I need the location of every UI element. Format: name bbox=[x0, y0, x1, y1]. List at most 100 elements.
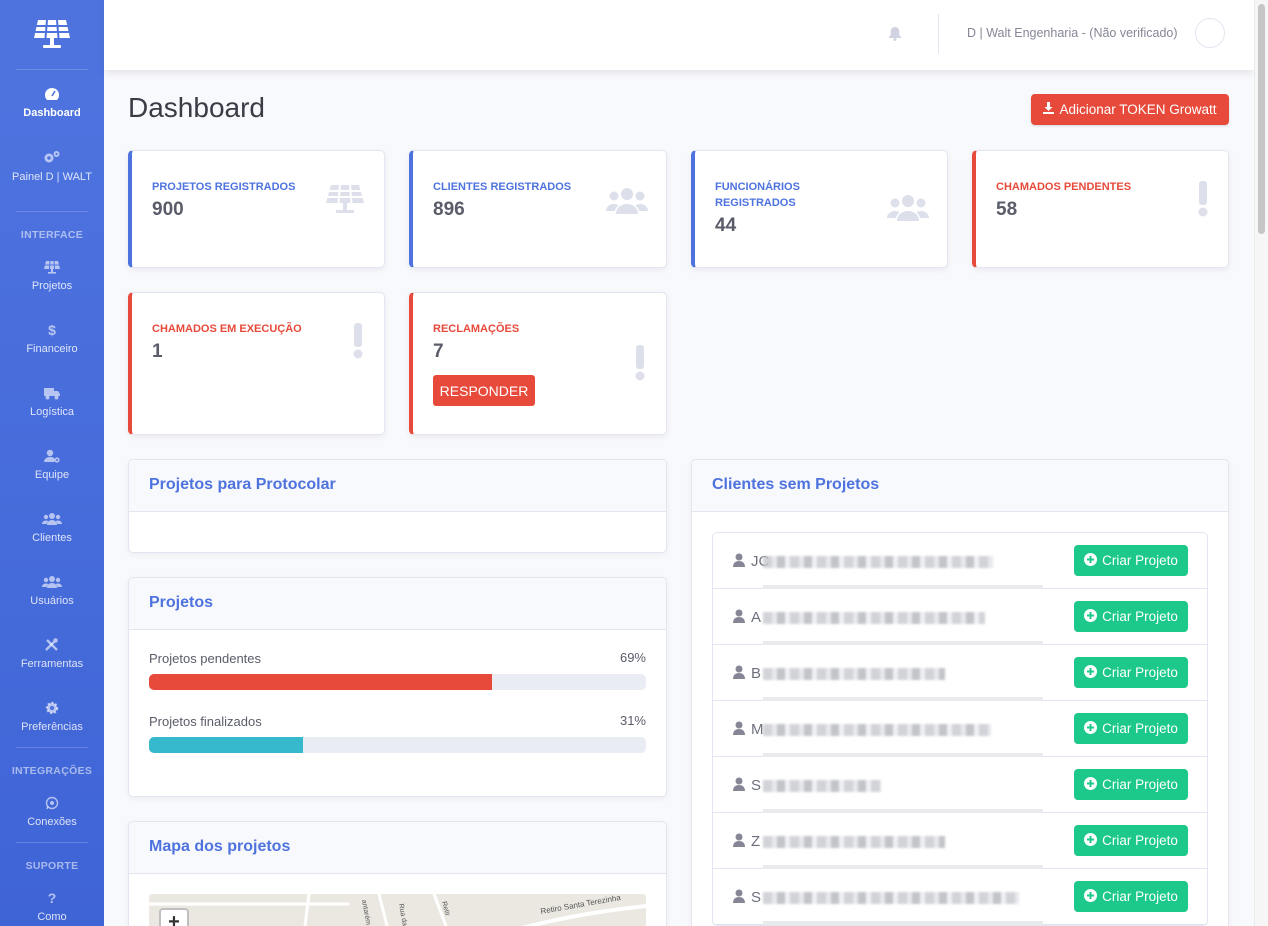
page-title: Dashboard bbox=[128, 92, 265, 123]
cogs-icon bbox=[43, 149, 61, 165]
stat-value: 58 bbox=[996, 199, 1018, 220]
criar-projeto-button[interactable]: Criar Projeto bbox=[1074, 713, 1188, 744]
stat-label: CLIENTES REGISTRADOS bbox=[433, 181, 572, 193]
user-icon bbox=[733, 609, 745, 628]
users-icon bbox=[42, 511, 62, 527]
progress-bar bbox=[149, 674, 646, 690]
redacted-detail bbox=[763, 921, 1043, 925]
stat-card-chamados-pendentes: CHAMADOS PENDENTES 58 bbox=[972, 150, 1229, 268]
sidebar-item-label: Logística bbox=[29, 406, 75, 418]
list-item: S Criar Projeto bbox=[713, 757, 1207, 813]
whatsapp-icon bbox=[45, 795, 59, 811]
tools-icon bbox=[44, 637, 60, 653]
add-token-growatt-button[interactable]: Adicionar TOKEN Growatt bbox=[1031, 94, 1229, 125]
sidebar-item-painel[interactable]: Painel D | WALT bbox=[10, 149, 94, 185]
list-item: Z Criar Projeto bbox=[713, 813, 1207, 869]
criar-projeto-button[interactable]: Criar Projeto bbox=[1074, 601, 1188, 632]
panel-projetos: Projetos Projetos pendentes 69% Projetos… bbox=[128, 577, 667, 797]
sidebar-item-logistica[interactable]: Logística bbox=[0, 385, 104, 418]
criar-projeto-label: Criar Projeto bbox=[1102, 553, 1178, 568]
sidebar-item-financeiro[interactable]: $ Financeiro bbox=[0, 322, 104, 355]
sidebar-item-label: Ferramentas bbox=[20, 658, 84, 670]
sidebar-item-ferramentas[interactable]: Ferramentas bbox=[0, 637, 104, 670]
sidebar-item-clientes[interactable]: Clientes bbox=[0, 511, 104, 544]
sidebar-item-usuarios[interactable]: Usuários bbox=[0, 574, 104, 607]
panel-clientes-sem-projetos: Clientes sem Projetos JC Criar Projeto A… bbox=[691, 459, 1229, 926]
criar-projeto-button[interactable]: Criar Projeto bbox=[1074, 545, 1188, 576]
sidebar-item-label: Painel D | WALT bbox=[12, 171, 92, 183]
map-zoom-in-button[interactable]: + bbox=[159, 908, 189, 926]
criar-projeto-button[interactable]: Criar Projeto bbox=[1074, 657, 1188, 688]
redacted-name bbox=[763, 836, 945, 848]
scrollbar[interactable] bbox=[1254, 0, 1268, 926]
avatar[interactable] bbox=[1195, 18, 1225, 48]
criar-projeto-button[interactable]: Criar Projeto bbox=[1074, 881, 1188, 912]
stat-card-reclamacoes: RECLAMAÇÕES 7 RESPONDER bbox=[409, 292, 667, 435]
plus-circle-icon bbox=[1084, 664, 1098, 681]
sidebar-item-label: Preferências bbox=[21, 721, 83, 733]
plus-circle-icon bbox=[1084, 608, 1098, 625]
sidebar-item-dashboard[interactable]: Dashboard bbox=[0, 86, 104, 119]
redacted-name bbox=[763, 892, 1019, 904]
redacted-name bbox=[763, 724, 991, 736]
user-icon bbox=[733, 665, 745, 684]
user-cog-icon bbox=[43, 448, 61, 464]
progress-finalizados: Projetos finalizados 31% bbox=[149, 713, 646, 753]
criar-projeto-label: Criar Projeto bbox=[1102, 889, 1178, 904]
panel-title: Projetos para Protocolar bbox=[129, 460, 666, 512]
sidebar-item-label: Como bbox=[37, 911, 67, 923]
criar-projeto-label: Criar Projeto bbox=[1102, 777, 1178, 792]
stat-label: FUNCIONÁRIOS REGISTRADOS bbox=[715, 181, 800, 209]
client-list: JC Criar Projeto A Criar Projeto B Criar… bbox=[712, 532, 1208, 926]
map-street-label: Retir bbox=[440, 901, 451, 918]
bell-icon[interactable] bbox=[888, 26, 902, 46]
responder-button[interactable]: RESPONDER bbox=[433, 375, 535, 406]
redacted-name bbox=[763, 668, 945, 680]
progress-fill bbox=[149, 674, 492, 690]
solar-panel-icon bbox=[324, 183, 366, 222]
exclamation-icon bbox=[353, 323, 363, 364]
sidebar-item-equipe[interactable]: Equipe bbox=[0, 448, 104, 481]
brand-logo[interactable] bbox=[16, 0, 88, 70]
panel-projetos-protocolar: Projetos para Protocolar bbox=[128, 459, 667, 553]
criar-projeto-button[interactable]: Criar Projeto bbox=[1074, 825, 1188, 856]
user-name[interactable]: D | Walt Engenharia - (Não verificado) bbox=[967, 26, 1178, 40]
criar-projeto-label: Criar Projeto bbox=[1102, 665, 1178, 680]
stat-card-funcionarios: FUNCIONÁRIOS REGISTRADOS 44 bbox=[691, 150, 948, 268]
plus-circle-icon bbox=[1084, 776, 1098, 793]
sidebar-item-label: Dashboard bbox=[23, 107, 81, 119]
panel-title: Projetos bbox=[129, 578, 666, 630]
sidebar-heading-interface: INTERFACE bbox=[20, 229, 84, 241]
sidebar-item-preferencias[interactable]: Preferências bbox=[0, 700, 104, 733]
users-icon bbox=[42, 574, 62, 590]
criar-projeto-label: Criar Projeto bbox=[1102, 721, 1178, 736]
plus-circle-icon bbox=[1084, 832, 1098, 849]
scrollbar-thumb[interactable] bbox=[1258, 4, 1265, 234]
stat-label: CHAMADOS PENDENTES bbox=[996, 181, 1132, 193]
progress-label: Projetos finalizados bbox=[149, 714, 262, 729]
map-streets: Retiro Santa Terezinha Rua da V antarém … bbox=[149, 894, 646, 926]
stat-card-projetos: PROJETOS REGISTRADOS 900 bbox=[128, 150, 385, 268]
stat-card-clientes: CLIENTES REGISTRADOS 896 bbox=[409, 150, 667, 268]
client-name: B bbox=[751, 665, 762, 682]
sidebar-item-como[interactable]: ? Como bbox=[0, 890, 104, 923]
solar-panel-logo-icon bbox=[34, 19, 70, 48]
stat-label: PROJETOS REGISTRADOS bbox=[152, 181, 296, 193]
sidebar-item-projetos[interactable]: Projetos bbox=[0, 259, 104, 292]
list-item: M Criar Projeto bbox=[713, 701, 1207, 757]
stat-value: 7 bbox=[433, 341, 444, 362]
user-icon bbox=[733, 553, 745, 572]
list-item: JC Criar Projeto bbox=[713, 533, 1207, 589]
criar-projeto-button[interactable]: Criar Projeto bbox=[1074, 769, 1188, 800]
stat-label: CHAMADOS EM EXECUÇÃO bbox=[152, 323, 302, 335]
user-icon bbox=[733, 721, 745, 740]
map[interactable]: Retiro Santa Terezinha Rua da V antarém … bbox=[149, 894, 646, 926]
sidebar-item-conexoes[interactable]: Conexões bbox=[0, 795, 104, 828]
download-icon bbox=[1043, 102, 1055, 117]
add-token-growatt-label: Adicionar TOKEN Growatt bbox=[1059, 102, 1217, 117]
sidebar-heading-integracoes: INTEGRAÇÕES bbox=[11, 765, 93, 777]
topbar: D | Walt Engenharia - (Não verificado) bbox=[104, 0, 1254, 70]
list-item: A Criar Projeto bbox=[713, 589, 1207, 645]
client-name: S bbox=[751, 889, 762, 906]
sidebar-divider bbox=[16, 842, 88, 843]
